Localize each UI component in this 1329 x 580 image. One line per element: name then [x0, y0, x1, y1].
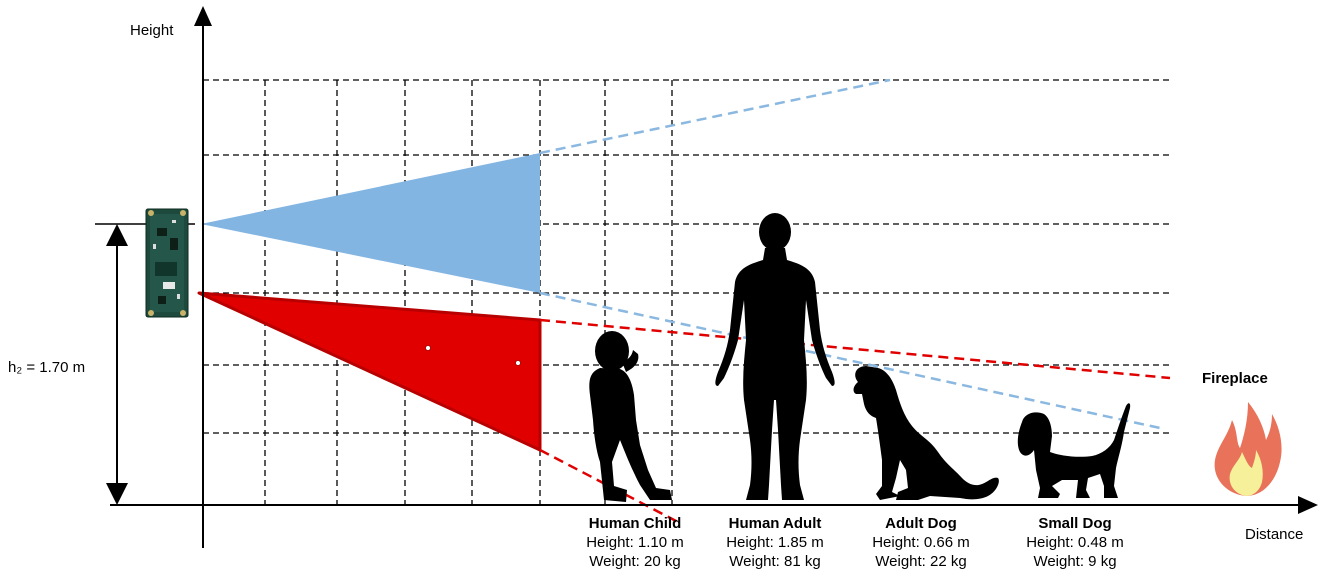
- entity-weight: Weight: 9 kg: [1033, 553, 1117, 570]
- human-adult-silhouette: [715, 213, 835, 500]
- cone-marker-dot: [425, 345, 431, 351]
- lower-cone-bottom-extension: [539, 448, 679, 524]
- entity-card-human-adult: Human Adult Height: 1.85 m Weight: 81 kg: [700, 514, 850, 571]
- fireplace-label: Fireplace: [1202, 370, 1268, 387]
- upper-cone-top-extension: [539, 78, 891, 155]
- entity-weight: Weight: 81 kg: [729, 553, 821, 570]
- entity-height: Height: 1.85 m: [726, 534, 824, 551]
- adult-dog-silhouette: [853, 366, 999, 500]
- lower-cone-top-extension: [539, 318, 1171, 380]
- entity-name: Human Adult: [728, 515, 822, 532]
- entity-weight: Weight: 22 kg: [875, 553, 967, 570]
- sensor-board-image: [145, 208, 189, 318]
- y-axis-arrowhead: [194, 6, 212, 26]
- x-axis-label: Distance: [1245, 526, 1304, 543]
- x-axis-arrowhead: [1298, 496, 1318, 514]
- small-dog-silhouette: [1017, 403, 1131, 498]
- entity-name: Adult Dog: [885, 515, 957, 532]
- entity-height: Height: 0.66 m: [872, 534, 970, 551]
- y-axis-label: Height: [130, 22, 174, 39]
- sensor-height-label: h₂ = 1.70 m: [8, 359, 86, 376]
- cone-marker-dot: [515, 360, 521, 366]
- entity-card-adult-dog: Adult Dog Height: 0.66 m Weight: 22 kg: [846, 514, 996, 571]
- axes: [110, 6, 1318, 548]
- entity-card-human-child: Human Child Height: 1.10 m Weight: 20 kg: [560, 514, 710, 571]
- human-child-silhouette: [589, 331, 672, 502]
- upper-cone-bottom-extension: [539, 291, 1161, 430]
- lower-sensor-cone: [197, 291, 542, 452]
- entity-name: Human Child: [588, 515, 682, 532]
- entity-name: Small Dog: [1038, 515, 1112, 532]
- entity-weight: Weight: 20 kg: [589, 553, 681, 570]
- entity-height: Height: 1.10 m: [586, 534, 684, 551]
- height-dimension-marker: [95, 223, 195, 505]
- upper-sensor-cone: [201, 153, 540, 293]
- entity-card-small-dog: Small Dog Height: 0.48 m Weight: 9 kg: [1000, 514, 1150, 571]
- entity-height: Height: 0.48 m: [1026, 534, 1124, 551]
- fireplace-flame-icon: [1214, 402, 1282, 496]
